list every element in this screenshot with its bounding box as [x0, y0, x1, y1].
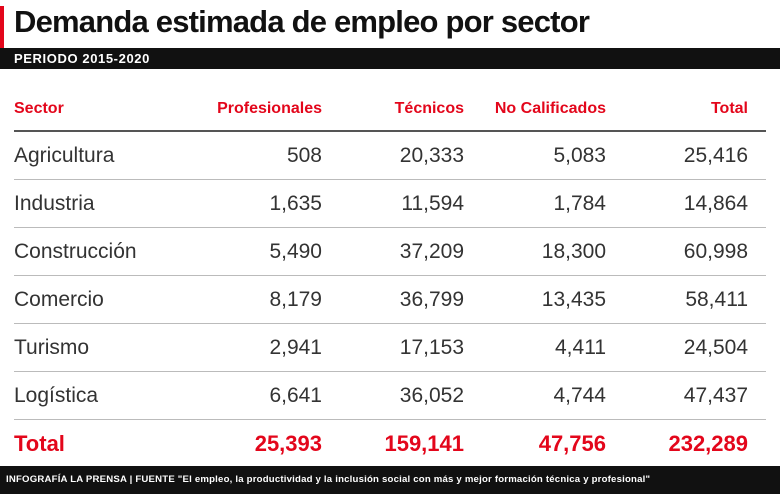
table-row: Construcción 5,490 37,209 18,300 60,998: [14, 228, 766, 276]
sector-cell: Comercio: [14, 287, 104, 311]
value-cell: 5,083: [553, 143, 606, 167]
footer-band: INFOGRAFÍA LA PRENSA | FUENTE "El empleo…: [0, 466, 780, 494]
subtitle-band: PERIODO 2015-2020: [0, 48, 780, 69]
value-cell: 47,437: [683, 383, 748, 407]
sector-cell: Agricultura: [14, 143, 115, 167]
value-cell: 36,052: [399, 383, 464, 407]
column-header: No Calificados: [494, 100, 606, 117]
value-cell: 13,435: [541, 287, 606, 311]
value-cell: 36,799: [399, 287, 464, 311]
value-cell: 508: [286, 143, 322, 167]
value-cell: 11,594: [401, 191, 464, 215]
column-header: Profesionales: [217, 100, 322, 117]
sector-cell: Industria: [14, 191, 95, 215]
table-row: Comercio 8,179 36,799 13,435 58,411: [14, 276, 766, 324]
value-cell: 17,153: [399, 335, 464, 359]
value-cell: 18,300: [541, 239, 606, 263]
table-row: Turismo 2,941 17,153 4,411 24,504: [14, 324, 766, 372]
value-cell: 2,941: [269, 335, 322, 359]
value-cell: 25,416: [683, 143, 748, 167]
total-cell: Total: [14, 430, 65, 456]
value-cell: 14,864: [683, 191, 748, 215]
sector-cell: Logística: [14, 383, 99, 407]
footer-text: INFOGRAFÍA LA PRENSA | FUENTE "El empleo…: [6, 474, 651, 485]
sector-cell: Construcción: [14, 239, 137, 263]
subtitle: PERIODO 2015-2020: [14, 51, 150, 66]
total-row: Total 25,393 159,141 47,756 232,289: [14, 420, 766, 467]
value-cell: 60,998: [683, 239, 748, 263]
total-cell: 159,141: [384, 430, 464, 456]
value-cell: 5,490: [269, 239, 322, 263]
table-row: Agricultura 508 20,333 5,083 25,416: [14, 132, 766, 180]
column-header: Sector: [14, 100, 64, 117]
value-cell: 4,411: [555, 335, 606, 359]
value-cell: 58,411: [685, 287, 748, 311]
value-cell: 6,641: [269, 383, 322, 407]
title: Demanda estimada de empleo por sector: [14, 4, 590, 39]
column-header: Técnicos: [394, 100, 464, 117]
total-cell: 232,289: [668, 430, 748, 456]
table-row: Logística 6,641 36,052 4,744 47,437: [14, 372, 766, 420]
value-cell: 8,179: [269, 287, 322, 311]
total-cell: 25,393: [254, 430, 322, 456]
table-row: Industria 1,635 11,594 1,784 14,864: [14, 180, 766, 228]
header-row: Sector Profesionales Técnicos No Calificado…: [14, 88, 766, 132]
accent-bar: [0, 6, 4, 48]
value-cell: 1,635: [269, 191, 322, 215]
value-cell: 24,504: [683, 335, 748, 359]
value-cell: 1,784: [553, 191, 606, 215]
table: Sector Profesionales Técnicos No Calificado…: [0, 88, 780, 467]
total-cell: 47,756: [538, 430, 606, 456]
value-cell: 37,209: [399, 239, 464, 263]
column-header: Total: [710, 100, 748, 117]
sector-cell: Turismo: [14, 335, 90, 359]
value-cell: 20,333: [399, 143, 464, 167]
value-cell: 4,744: [553, 383, 606, 407]
